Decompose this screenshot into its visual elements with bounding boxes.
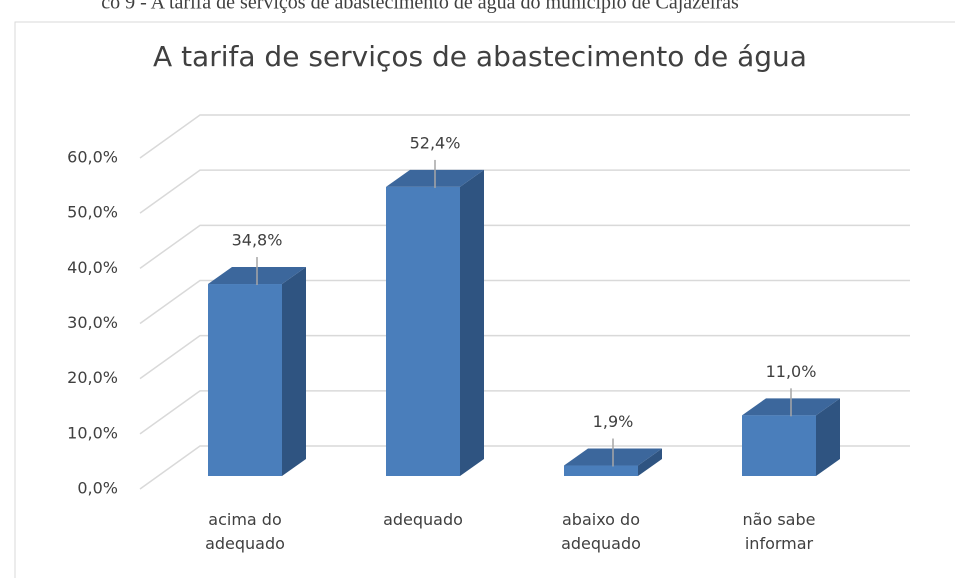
x-tick-label: acima do adequado bbox=[205, 510, 285, 553]
x-tick-label: adequado bbox=[383, 510, 463, 529]
grid-line bbox=[139, 334, 910, 380]
chart-frame bbox=[14, 21, 955, 578]
y-tick-label: 20,0% bbox=[67, 368, 118, 387]
bar-side bbox=[460, 169, 484, 476]
x-tick-label: abaixo do adequado bbox=[561, 510, 641, 553]
grid-line bbox=[139, 114, 910, 159]
bar bbox=[386, 186, 460, 476]
grid-line bbox=[139, 169, 910, 214]
x-tick-label: não sabe informar bbox=[742, 510, 816, 553]
caption: co 9 - A tarifa de serviços de abastecim… bbox=[101, 0, 739, 14]
data-label: 52,4% bbox=[410, 133, 461, 152]
data-label: 34,8% bbox=[232, 231, 283, 250]
y-tick-label: 0,0% bbox=[77, 479, 118, 498]
bar bbox=[564, 465, 638, 476]
grid-line bbox=[139, 390, 910, 435]
grid-line bbox=[139, 279, 910, 325]
y-tick-label: 50,0% bbox=[67, 203, 118, 222]
bar bbox=[208, 284, 282, 476]
data-label: 11,0% bbox=[766, 362, 817, 381]
chart-title: A tarifa de serviços de abastecimento de… bbox=[153, 40, 807, 73]
grid-line bbox=[139, 224, 910, 269]
y-tick-label: 40,0% bbox=[67, 258, 118, 277]
y-tick-label: 60,0% bbox=[67, 148, 118, 167]
bar-side bbox=[282, 267, 306, 476]
data-label: 1,9% bbox=[593, 412, 634, 431]
bar-side bbox=[638, 448, 662, 476]
bar bbox=[742, 415, 816, 476]
bar-side bbox=[816, 398, 840, 476]
y-tick-label: 10,0% bbox=[67, 423, 118, 442]
grid-line bbox=[139, 445, 910, 490]
y-tick-label: 30,0% bbox=[67, 313, 118, 332]
